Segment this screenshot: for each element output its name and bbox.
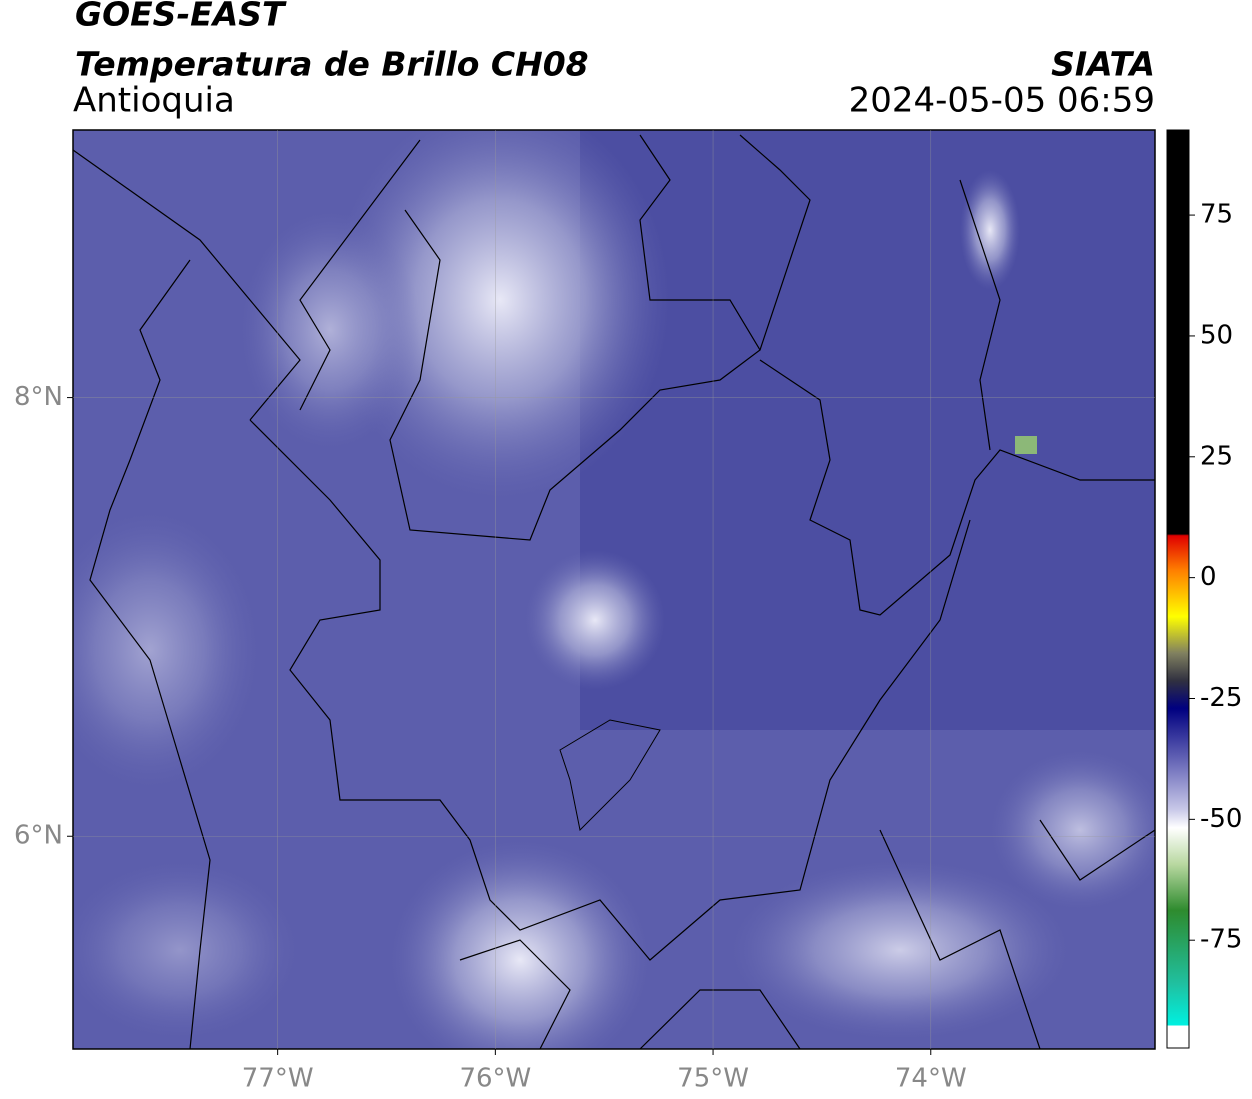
region: Antioquia — [73, 81, 235, 121]
colorbar-tick-label: 75 — [1200, 200, 1233, 230]
satellite: GOES-EAST — [75, 0, 287, 34]
x-tick-label: 74°W — [895, 1064, 967, 1094]
map-field — [73, 130, 1155, 1049]
product: Temperatura de Brillo CH08 — [75, 45, 589, 84]
datetime: 2024-05-05 06:59 — [849, 81, 1155, 121]
colorbar-tick-label: 50 — [1200, 320, 1233, 350]
colorbar-tick-label: -25 — [1200, 683, 1242, 713]
y-tick-label: 8°N — [14, 382, 63, 412]
x-tick-label: 76°W — [459, 1064, 531, 1094]
x-tick-label: 77°W — [242, 1064, 314, 1094]
colorbar-tick-label: -75 — [1200, 925, 1242, 955]
colorbar-tick-label: 25 — [1200, 441, 1233, 471]
colorbar-tick-label: 0 — [1200, 562, 1217, 592]
colorbar — [1166, 129, 1190, 1049]
y-tick-label: 6°N — [14, 821, 63, 851]
x-tick-label: 75°W — [677, 1064, 749, 1094]
source: SIATA — [1051, 45, 1155, 84]
colorbar-tick-label: -50 — [1200, 804, 1242, 834]
map-frame — [72, 129, 1156, 1050]
